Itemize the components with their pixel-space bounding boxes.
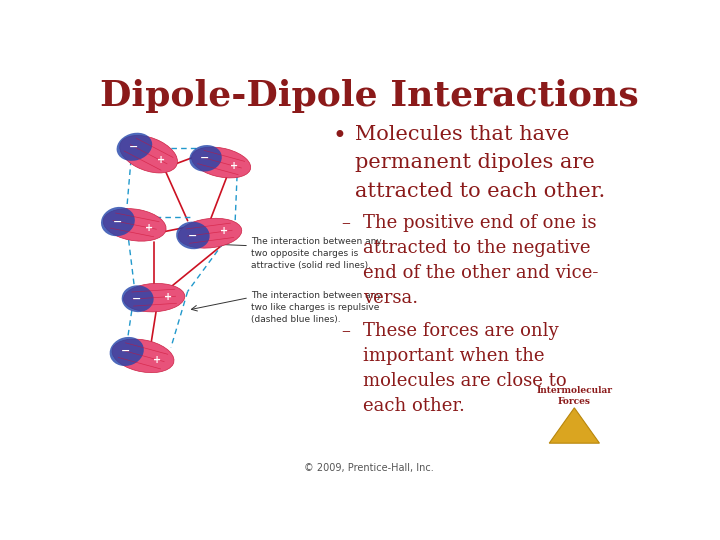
Text: The interaction between any
two like charges is repulsive
(dashed blue lines).: The interaction between any two like cha… <box>251 292 382 324</box>
Text: −: − <box>121 346 130 356</box>
Text: versa.: versa. <box>364 289 418 307</box>
Ellipse shape <box>120 136 178 173</box>
Text: each other.: each other. <box>364 397 465 415</box>
Text: Dipole-Dipole Interactions: Dipole-Dipole Interactions <box>99 79 639 113</box>
Text: –: – <box>341 214 350 232</box>
Text: +: + <box>145 222 153 233</box>
Text: +: + <box>220 226 228 237</box>
Ellipse shape <box>192 147 251 178</box>
Text: permanent dipoles are: permanent dipoles are <box>355 153 595 172</box>
Text: molecules are close to: molecules are close to <box>364 372 567 390</box>
Ellipse shape <box>101 207 135 236</box>
Text: © 2009, Prentice-Hall, Inc.: © 2009, Prentice-Hall, Inc. <box>304 463 434 473</box>
Ellipse shape <box>189 145 222 172</box>
Text: These forces are only: These forces are only <box>364 322 559 340</box>
Text: −: − <box>200 153 210 163</box>
Ellipse shape <box>178 218 242 248</box>
Text: attracted to each other.: attracted to each other. <box>355 181 606 201</box>
Ellipse shape <box>122 285 153 312</box>
Ellipse shape <box>112 339 174 373</box>
Text: +: + <box>164 292 172 302</box>
Text: The positive end of one is: The positive end of one is <box>364 214 597 232</box>
Text: Molecules that have: Molecules that have <box>355 125 570 144</box>
Text: −: − <box>129 141 138 151</box>
Text: •: • <box>333 125 346 148</box>
Text: +: + <box>153 355 161 365</box>
Ellipse shape <box>124 284 185 312</box>
Text: important when the: important when the <box>364 347 545 365</box>
Text: end of the other and vice-: end of the other and vice- <box>364 264 599 282</box>
Text: Intermolecular
Forces: Intermolecular Forces <box>536 386 612 406</box>
Text: +: + <box>156 156 165 165</box>
Text: +: + <box>230 161 238 171</box>
Polygon shape <box>549 408 600 443</box>
Ellipse shape <box>109 337 144 366</box>
Text: −: − <box>132 294 142 304</box>
Text: The interaction between any
two opposite charges is
attractive (solid red lines): The interaction between any two opposite… <box>251 238 382 270</box>
Text: –: – <box>341 322 350 340</box>
Ellipse shape <box>176 221 210 249</box>
Text: attracted to the negative: attracted to the negative <box>364 239 591 257</box>
Text: −: − <box>187 231 197 240</box>
Ellipse shape <box>117 133 152 161</box>
Ellipse shape <box>103 208 166 241</box>
Text: −: − <box>112 217 122 226</box>
